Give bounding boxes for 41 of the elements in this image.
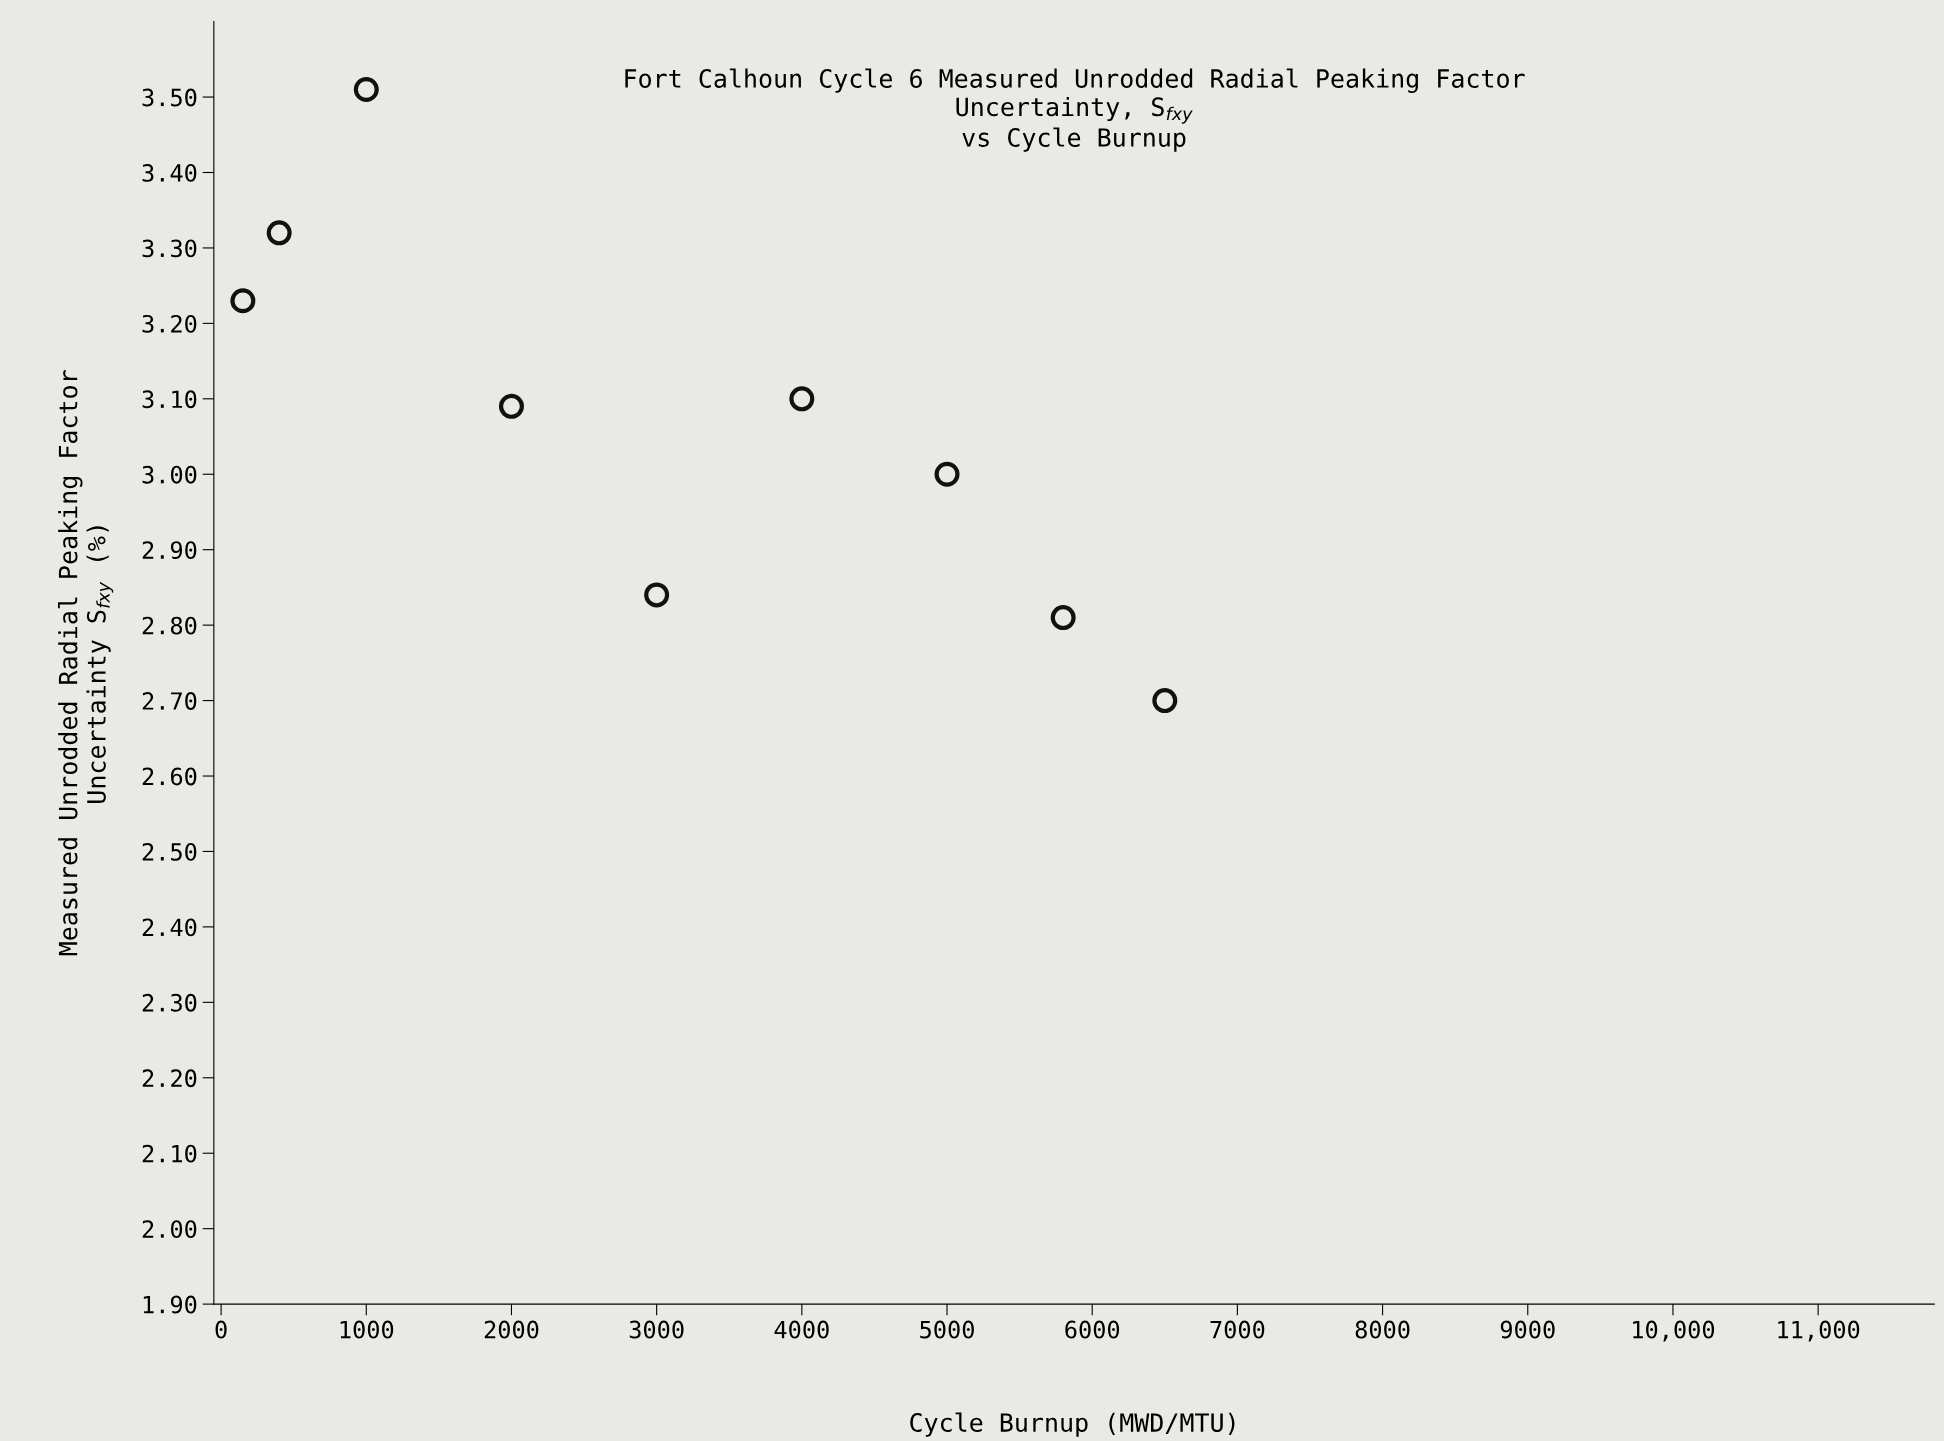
x-tick-label: 7000 xyxy=(1210,1320,1265,1339)
y-tick-label: 2.30 xyxy=(142,993,197,1012)
y-tick-label: 3.20 xyxy=(142,314,197,333)
y-tick-label: 2.20 xyxy=(142,1069,197,1088)
point xyxy=(1050,605,1076,631)
x-tick-label: 4000 xyxy=(774,1320,829,1339)
x-tick-label: 10,000 xyxy=(1633,1320,1715,1342)
x-tick-label: 9000 xyxy=(1500,1320,1555,1339)
y-tick-label: 3.40 xyxy=(142,164,197,182)
x-tick-label: 6000 xyxy=(1065,1320,1120,1339)
y-tick-label: 2.60 xyxy=(142,767,197,786)
x-axis-title: Cycle Burnup (MWD/MTU) xyxy=(910,1412,1235,1437)
x-tick-label: 5000 xyxy=(920,1320,974,1339)
point xyxy=(230,288,256,314)
point xyxy=(644,582,670,608)
y-tick-label: 2.80 xyxy=(142,616,197,635)
text: Fort Calhoun Cycle 6 Measured Unrodded Radial Peaking Factor Uncertainty, S$_{fxy}$ vs Cycle Burnup xyxy=(625,68,1525,152)
y-tick-label: 2.10 xyxy=(142,1144,197,1163)
point xyxy=(266,220,292,246)
point xyxy=(1152,688,1178,714)
y-tick-label: 1.90 xyxy=(143,1295,197,1314)
y-tick-label: 2.70 xyxy=(142,692,197,710)
y-tick-label: 2.90 xyxy=(142,541,197,560)
y-tick-label: 3.00 xyxy=(142,465,197,484)
y-tick-label: 3.50 xyxy=(142,88,197,107)
y-tick-label: 3.10 xyxy=(142,390,197,409)
point xyxy=(353,77,379,103)
y-axis-title: Measured Unrodded Radial Peaking Factor Uncertainty S$_{fxy}$ (%) xyxy=(58,370,114,956)
x-tick-label: 1000 xyxy=(340,1320,394,1339)
x-tick-label: 0 xyxy=(215,1320,227,1339)
y-tick-label: 2.00 xyxy=(142,1220,197,1239)
x-tick-label: 2000 xyxy=(484,1320,539,1339)
point xyxy=(789,386,815,412)
point xyxy=(498,393,524,419)
y-tick-label: 3.30 xyxy=(142,239,197,258)
y-tick-label: 2.40 xyxy=(142,918,197,937)
x-tick-label: 11,000 xyxy=(1778,1320,1860,1342)
point xyxy=(934,461,960,487)
y-tick-label: 2.50 xyxy=(142,842,197,861)
x-tick-label: 8000 xyxy=(1355,1320,1410,1339)
x-tick-label: 3000 xyxy=(629,1320,684,1339)
